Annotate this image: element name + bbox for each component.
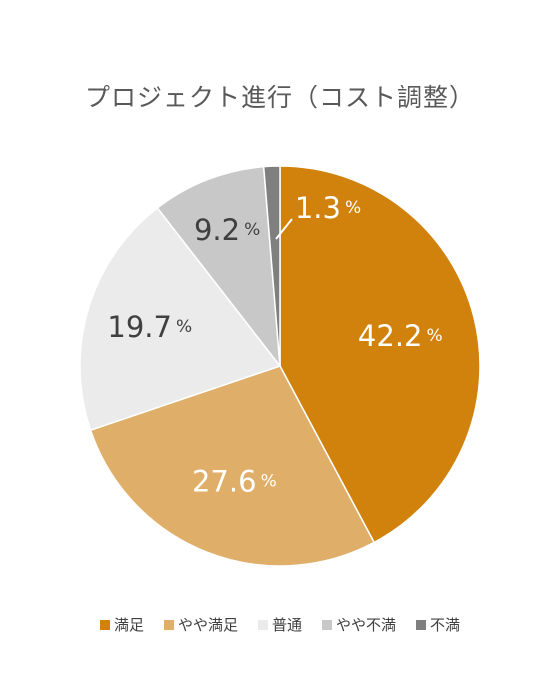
- legend-item-5: 不満: [416, 614, 460, 635]
- slice-label-4: 9.2%: [194, 213, 260, 247]
- legend-item-3: 普通: [257, 614, 302, 635]
- legend-swatch: [416, 619, 427, 630]
- pie-labels: 42.2 % 27.6 % 19.7 % 9.2 % 1.3%: [107, 191, 442, 498]
- chart-title: プロジェクト進行（コスト調整）: [84, 83, 475, 112]
- legend-swatch: [322, 619, 332, 630]
- legend-swatch: [257, 619, 268, 630]
- slice-label-2: 27.6%: [192, 464, 277, 498]
- pie-slice-4: [156, 165, 281, 369]
- legend-label: 普通: [271, 616, 302, 634]
- legend-label: 満足: [113, 616, 144, 634]
- pie-slice-2: [89, 365, 376, 567]
- legend-swatch: [163, 619, 174, 630]
- slice-label-1: 42.2%: [358, 319, 443, 353]
- legend: 満足 やや満足 普通 やや不満 不満: [0, 614, 560, 635]
- leader-line: [275, 218, 293, 240]
- slice-label-5: 1.3%: [295, 191, 361, 225]
- legend-label: やや満足: [177, 616, 238, 634]
- legend-item-2: やや満足: [163, 614, 238, 635]
- slice-label-3: 19.7%: [107, 310, 192, 344]
- pie-slice-3: [79, 206, 282, 432]
- pie-slice-1: [279, 165, 481, 544]
- legend-label: やや不満: [336, 616, 397, 634]
- legend-swatch: [99, 619, 110, 630]
- pie-slices: [79, 165, 481, 567]
- legend-item-1: 満足: [99, 614, 144, 635]
- legend-label: 不満: [430, 616, 461, 634]
- legend-item-4: やや不満: [322, 614, 396, 635]
- pie-slice-5: [262, 165, 281, 367]
